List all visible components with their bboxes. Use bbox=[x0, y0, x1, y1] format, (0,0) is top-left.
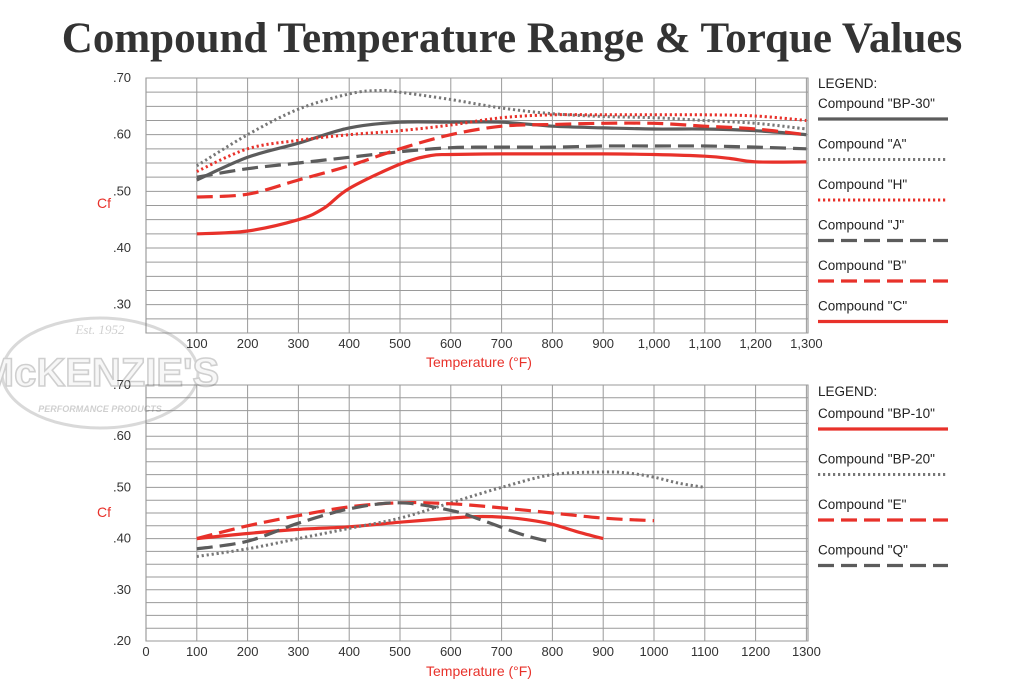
legend-title: LEGEND: bbox=[818, 384, 877, 399]
legend-title: LEGEND: bbox=[818, 76, 877, 91]
watermark-ring bbox=[0, 316, 200, 430]
legend-entry-label: Compound "BP-20" bbox=[818, 452, 935, 467]
legend-entry-label: Compound "BP-10" bbox=[818, 406, 935, 421]
y-tick-label: .40 bbox=[113, 240, 131, 255]
legend-entry-label: Compound "J" bbox=[818, 218, 904, 233]
watermark-est-text: Est. 1952 bbox=[74, 322, 125, 337]
x-tick-label: 500 bbox=[389, 644, 411, 659]
y-tick-label: .40 bbox=[113, 531, 131, 546]
legend-entry-label: Compound "E" bbox=[818, 497, 907, 512]
legend-entry-label: Compound "A" bbox=[818, 137, 907, 152]
x-tick-label: 900 bbox=[592, 336, 614, 351]
mckenzies-watermark-logo: Est. 1952 McKENZIE'S PERFORMANCE PRODUCT… bbox=[0, 316, 220, 430]
x-tick-label: 1000 bbox=[640, 644, 669, 659]
y-tick-label: .70 bbox=[113, 70, 131, 85]
y-tick-label: .30 bbox=[113, 297, 131, 312]
x-tick-label: 800 bbox=[542, 336, 564, 351]
watermark-subtitle-text: PERFORMANCE PRODUCTS bbox=[38, 404, 162, 414]
x-tick-label: 1,300 bbox=[790, 336, 823, 351]
y-tick-label: .60 bbox=[113, 428, 131, 443]
y-tick-label: .20 bbox=[113, 633, 131, 648]
series-line-1-2 bbox=[196, 500, 655, 541]
x-tick-label: 700 bbox=[491, 644, 513, 659]
x-tick-label: 500 bbox=[389, 336, 411, 351]
y-tick-label: .30 bbox=[113, 582, 131, 597]
x-tick-label: 0 bbox=[142, 644, 149, 659]
x-tick-label: 300 bbox=[288, 644, 310, 659]
watermark-brand-text: McKENZIE'S bbox=[0, 351, 219, 395]
x-tick-label: 900 bbox=[592, 644, 614, 659]
x-tick-label: 400 bbox=[338, 644, 360, 659]
legend-entry-label: Compound "C" bbox=[818, 299, 907, 314]
x-tick-label: 1,100 bbox=[689, 336, 722, 351]
legend-entry-label: Compound "H" bbox=[818, 177, 907, 192]
x-tick-label: 1200 bbox=[741, 644, 770, 659]
x-tick-label: 600 bbox=[440, 336, 462, 351]
x-tick-label: 300 bbox=[288, 336, 310, 351]
x-tick-label: 100 bbox=[186, 336, 208, 351]
x-tick-label: 1,200 bbox=[739, 336, 772, 351]
y-tick-label: .60 bbox=[113, 127, 131, 142]
series-line-0-1 bbox=[196, 88, 807, 168]
legend-entry-label: Compound "BP-30" bbox=[818, 96, 935, 111]
series-line-1-0 bbox=[196, 514, 604, 541]
x-tick-label: 1100 bbox=[691, 644, 719, 659]
y-tick-label: .70 bbox=[113, 377, 131, 392]
series-line-0-4 bbox=[196, 121, 807, 199]
x-tick-label: 1,000 bbox=[638, 336, 671, 351]
x-tick-label: 700 bbox=[491, 336, 513, 351]
y-tick-label: .50 bbox=[113, 479, 131, 494]
series-line-0-0 bbox=[196, 120, 807, 182]
x-tick-label: 400 bbox=[338, 336, 360, 351]
series-line-0-3 bbox=[196, 144, 807, 179]
y-tick-label: .50 bbox=[113, 183, 131, 198]
x-tick-label: 800 bbox=[542, 644, 564, 659]
x-tick-label: 100 bbox=[186, 644, 208, 659]
chart-bottom: 0 100 200 300 400 500 600 700 800 900 1000 1100 1200… bbox=[97, 377, 948, 679]
chart-top: 100 200 300 400 500 600 700 800 900 1,000 1,100 1,2… bbox=[97, 70, 948, 370]
y-axis-title: Cf bbox=[97, 195, 111, 211]
page-title: Compound Temperature Range & Torque Valu… bbox=[61, 15, 963, 62]
x-tick-label: 200 bbox=[237, 644, 259, 659]
series-line-0-5 bbox=[196, 152, 807, 236]
y-axis-title: Cf bbox=[97, 504, 111, 520]
legend-entry-label: Compound "B" bbox=[818, 258, 907, 273]
x-axis-title: Temperature (°F) bbox=[426, 663, 532, 679]
x-tick-label: 600 bbox=[440, 644, 462, 659]
series-line-1-3 bbox=[196, 501, 553, 551]
x-axis-title: Temperature (°F) bbox=[426, 354, 532, 370]
x-tick-label: 1300 bbox=[792, 644, 821, 659]
legend-entry-label: Compound "Q" bbox=[818, 543, 908, 558]
x-tick-label: 200 bbox=[237, 336, 259, 351]
series-line-0-2 bbox=[196, 113, 807, 173]
